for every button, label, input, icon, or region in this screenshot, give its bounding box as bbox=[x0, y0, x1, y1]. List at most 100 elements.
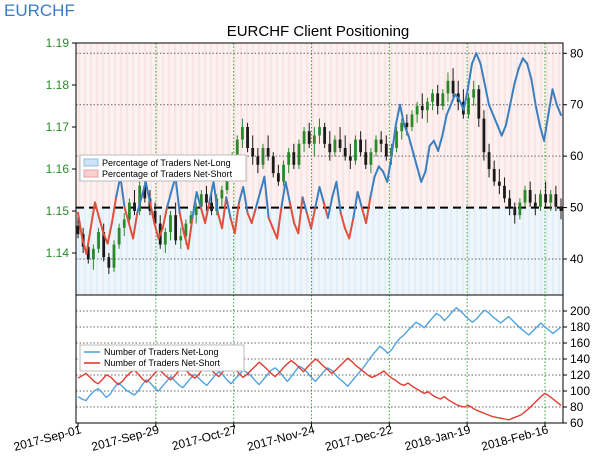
date-tick-label: 2018-Jan-19 bbox=[403, 422, 472, 453]
price-tick-label: 1.18 bbox=[46, 78, 70, 92]
candle-body bbox=[328, 143, 332, 153]
percent-segment bbox=[81, 237, 88, 255]
date-tick-label: 2017-Dec-22 bbox=[323, 422, 394, 454]
candle-body bbox=[503, 185, 506, 199]
percent-segment bbox=[466, 62, 474, 91]
percent-segment bbox=[348, 216, 355, 240]
percent-tick-label: 40 bbox=[570, 252, 584, 266]
candle-body bbox=[318, 127, 321, 136]
percent-segment bbox=[140, 180, 147, 199]
candle-body bbox=[343, 148, 347, 157]
candle-body bbox=[533, 202, 537, 207]
percent-segment bbox=[360, 206, 368, 224]
percent-segment bbox=[555, 103, 562, 116]
price-axis: 1.14 1.15 1.16 1.17 1.18 1.19 bbox=[46, 36, 76, 260]
percent-segment bbox=[509, 83, 516, 106]
price-tick-label: 1.15 bbox=[46, 204, 70, 218]
candle-body bbox=[338, 139, 342, 148]
candle-body bbox=[205, 194, 208, 203]
candle-body bbox=[292, 152, 296, 165]
percent-net-long-line bbox=[77, 52, 562, 255]
legend-label: Number of Traders Net-Short bbox=[104, 358, 221, 368]
percent-segment bbox=[356, 191, 363, 209]
candle-body bbox=[153, 211, 157, 224]
count-tick-label: 180 bbox=[570, 320, 590, 334]
candle-body bbox=[282, 164, 285, 182]
count-tick-label: 120 bbox=[570, 368, 590, 382]
legend-label: Percentage of Traders Net-Short bbox=[102, 169, 233, 179]
percent-segment bbox=[496, 124, 503, 137]
percent-segment bbox=[551, 88, 558, 106]
candle-body bbox=[539, 194, 542, 207]
candle-body bbox=[497, 181, 501, 186]
date-tick-label: 2017-Sep-01 bbox=[12, 422, 83, 454]
candle-body bbox=[513, 206, 517, 216]
percent-segment bbox=[216, 211, 224, 230]
candle-body bbox=[508, 198, 512, 207]
percent-segment bbox=[144, 180, 152, 204]
percent-segment bbox=[301, 196, 308, 214]
candle-body bbox=[133, 202, 136, 211]
percent-segment bbox=[534, 103, 541, 127]
candle-body bbox=[333, 139, 337, 153]
percent-segment bbox=[85, 227, 92, 255]
percent-segment bbox=[394, 103, 401, 127]
percent-segment bbox=[504, 103, 512, 127]
candle-body bbox=[400, 122, 404, 132]
candle-body bbox=[451, 80, 455, 94]
candle-body bbox=[97, 232, 100, 249]
candle-body bbox=[256, 156, 260, 165]
count-tick-label: 100 bbox=[570, 384, 590, 398]
page-title: EURCHF bbox=[4, 1, 75, 20]
candle-body bbox=[127, 202, 131, 220]
percent-segment bbox=[98, 216, 105, 235]
candle-body bbox=[482, 118, 486, 153]
candle-body bbox=[169, 215, 172, 232]
percent-segment bbox=[403, 124, 410, 137]
percent-segment bbox=[538, 124, 546, 142]
percent-segment bbox=[415, 165, 423, 183]
percent-segment bbox=[399, 103, 406, 127]
candle-body bbox=[348, 156, 352, 161]
percent-segment bbox=[458, 98, 465, 111]
candle-body bbox=[163, 232, 167, 245]
count-tick-label: 60 bbox=[570, 416, 584, 430]
candle-body bbox=[225, 173, 229, 190]
count-tick-label: 200 bbox=[570, 304, 590, 318]
percent-segment bbox=[471, 52, 478, 65]
candle-body bbox=[518, 202, 522, 216]
percent-segment bbox=[500, 124, 507, 137]
price-tick-label: 1.16 bbox=[46, 162, 70, 176]
candle-body bbox=[251, 148, 255, 157]
count-tick-label: 140 bbox=[570, 352, 590, 366]
candle-body bbox=[420, 106, 424, 111]
candle-body bbox=[379, 139, 383, 144]
legend-label: Percentage of Traders Net-Long bbox=[102, 158, 231, 168]
percent-segment bbox=[420, 170, 427, 183]
percent-segment bbox=[89, 201, 96, 230]
candle-body bbox=[374, 139, 378, 153]
candle-body bbox=[369, 152, 373, 165]
percent-segment bbox=[411, 150, 418, 168]
candle-body bbox=[143, 185, 147, 199]
candle-body bbox=[112, 244, 116, 268]
top-legend-box bbox=[79, 154, 247, 182]
date-tick-label: 2017-Oct-27 bbox=[170, 422, 238, 453]
date-tick-label: 2017-Nov-24 bbox=[246, 422, 317, 454]
candle-body bbox=[302, 131, 306, 144]
candle-body bbox=[467, 97, 470, 115]
percent-segment bbox=[157, 227, 164, 240]
percent-segment bbox=[310, 206, 317, 230]
percent-segment bbox=[127, 222, 135, 240]
percent-segment bbox=[517, 57, 524, 70]
date-tick-label: 2017-Sep-29 bbox=[90, 422, 161, 454]
percent-segment bbox=[178, 211, 185, 235]
percent-tick-label: 50 bbox=[570, 201, 584, 215]
candle-body bbox=[405, 122, 409, 127]
candle-body bbox=[554, 194, 558, 207]
candle-body bbox=[477, 89, 481, 119]
candle-body bbox=[544, 194, 547, 203]
percent-segment bbox=[487, 103, 495, 116]
percent-segment bbox=[526, 62, 533, 80]
candle-body bbox=[287, 152, 291, 165]
